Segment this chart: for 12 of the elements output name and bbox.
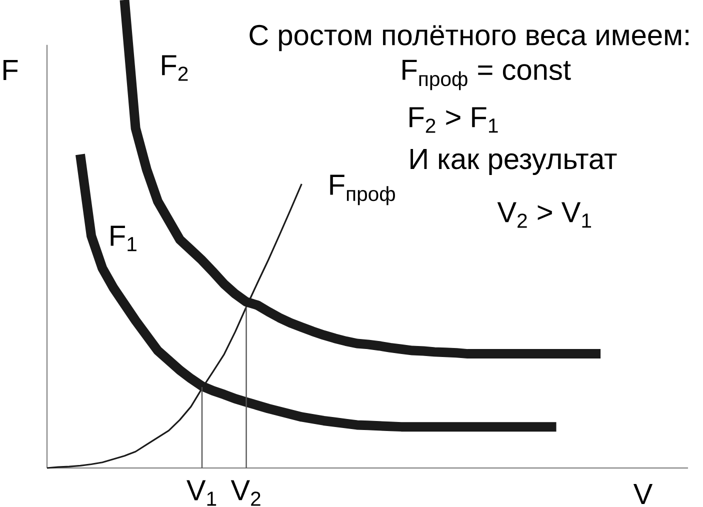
x-tick-label: V$_{1}$ bbox=[186, 480, 216, 506]
annotation: И как результат bbox=[410, 149, 617, 175]
x-axis-title: V bbox=[633, 484, 653, 504]
x-tick-label: V$_{2}$ bbox=[230, 480, 260, 506]
annotation: V$_{2}$ > V$_{1}$ bbox=[497, 202, 592, 228]
y-axis-title: F bbox=[4, 60, 18, 80]
annotation: F$_{2}$ > F$_{1}$ bbox=[410, 107, 498, 133]
series-label: F$_{1}$ bbox=[110, 226, 136, 252]
annotation: F$_{проф}$ = const bbox=[402, 60, 571, 90]
series-label: F$_{2}$ bbox=[162, 55, 188, 81]
series-label: F$_{проф}$ bbox=[330, 174, 395, 206]
annotation: С ростом полётного веса имеем: bbox=[250, 24, 688, 52]
